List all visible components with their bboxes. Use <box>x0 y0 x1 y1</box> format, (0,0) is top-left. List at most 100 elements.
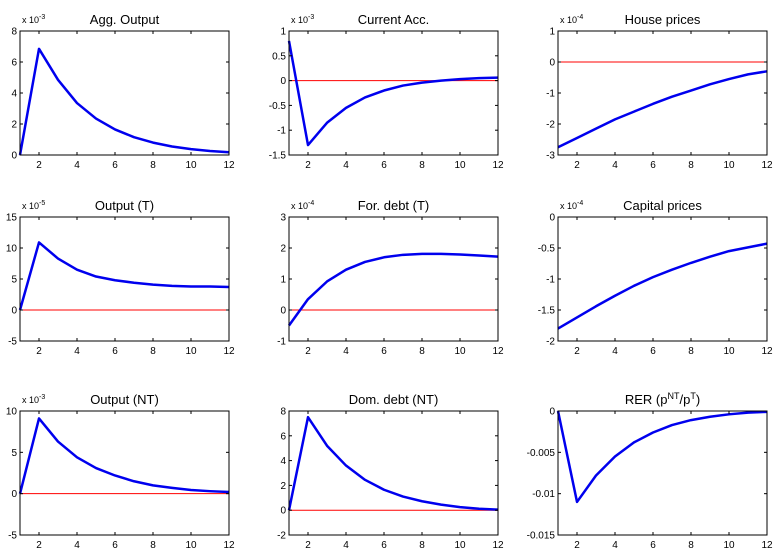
title-text-mid: /p <box>679 392 690 407</box>
x-tick-label: 12 <box>223 540 235 551</box>
x-tick-label: 4 <box>343 540 349 551</box>
y-tick-label: -1.5 <box>538 306 556 317</box>
x-tick-label: 2 <box>36 540 42 551</box>
x-tick-label: 6 <box>650 160 656 171</box>
axes-box <box>288 410 499 536</box>
y-tick-label: 8 <box>11 27 17 38</box>
x-tick-label: 4 <box>612 540 618 551</box>
title-text: Current Acc. <box>358 12 430 27</box>
title-text-end: ) <box>696 392 700 407</box>
axis-multiplier: x 10-3 <box>22 14 45 25</box>
title-text: For. debt (T) <box>358 198 430 213</box>
x-tick-label: 8 <box>688 160 694 171</box>
y-tick-label: -2 <box>546 337 555 348</box>
y-tick-label: -1 <box>277 337 286 348</box>
series-line <box>18 241 230 311</box>
y-tick-label: -5 <box>8 337 17 348</box>
subplot-7: Output (NT) x 10-3 2 4 6 8 10 12 -5 0 5 10 <box>6 392 235 551</box>
subplot-title: Current Acc. <box>358 12 430 27</box>
axes-box <box>288 30 499 156</box>
y-tick-label: 0 <box>549 213 555 224</box>
subplot-8: Dom. debt (NT) 2 4 6 8 10 12 -2 0 2 4 6 8 <box>277 392 504 551</box>
title-text: Capital prices <box>623 198 702 213</box>
x-tick-label: 2 <box>574 346 580 357</box>
x-tick-label: 10 <box>454 540 466 551</box>
multiplier-exponent: -3 <box>308 14 314 21</box>
x-tick-label: 4 <box>74 540 80 551</box>
y-tick-label: 5 <box>11 275 17 286</box>
y-tick-label: -1 <box>546 275 555 286</box>
multiplier-exponent: -3 <box>39 14 45 21</box>
x-tick-label: 6 <box>112 160 118 171</box>
y-tick-label: 1 <box>280 27 286 38</box>
multiplier-exponent: -4 <box>577 200 583 207</box>
x-tick-label: 6 <box>112 346 118 357</box>
x-tick-label: 2 <box>574 160 580 171</box>
x-tick-label: 8 <box>419 346 425 357</box>
axis-multiplier: x 10-4 <box>560 14 583 25</box>
x-tick-label: 4 <box>612 160 618 171</box>
x-tick-label: 8 <box>150 540 156 551</box>
y-tick-label: 5 <box>11 448 17 459</box>
series-line <box>18 417 230 494</box>
y-tick-label: -0.005 <box>527 448 556 459</box>
x-tick-label: 12 <box>223 346 235 357</box>
y-tick-label: -0.015 <box>527 531 556 542</box>
series-line <box>556 410 768 504</box>
axis-multiplier: x 10-3 <box>291 14 314 25</box>
axes-box <box>288 216 499 342</box>
multiplier-exponent: -3 <box>39 394 45 401</box>
x-tick-label: 4 <box>74 346 80 357</box>
title-text: Agg. Output <box>90 12 160 27</box>
y-tick-label: 0 <box>549 58 555 69</box>
x-tick-label: 12 <box>492 160 504 171</box>
multiplier-base: x 10 <box>291 201 308 211</box>
subplot-title: Output (NT) <box>90 392 159 407</box>
x-tick-label: 2 <box>36 346 42 357</box>
multiplier-base: x 10 <box>560 15 577 25</box>
y-tick-label: 0.5 <box>272 51 286 62</box>
series-line <box>557 70 768 149</box>
subplot-title: For. debt (T) <box>358 198 430 213</box>
y-tick-label: 2 <box>11 120 17 131</box>
x-tick-label: 10 <box>454 346 466 357</box>
subplot-title: House prices <box>625 12 701 27</box>
x-tick-label: 2 <box>574 540 580 551</box>
y-tick-label: 0 <box>280 306 286 317</box>
y-tick-label: 0 <box>549 407 555 418</box>
axis-multiplier: x 10-4 <box>560 200 583 211</box>
y-tick-label: -1 <box>277 126 286 137</box>
x-tick-label: 6 <box>381 346 387 357</box>
x-tick-label: 6 <box>112 540 118 551</box>
x-tick-label: 10 <box>185 540 197 551</box>
multiplier-base: x 10 <box>291 15 308 25</box>
x-tick-label: 10 <box>185 346 197 357</box>
axis-multiplier: x 10-4 <box>291 200 314 211</box>
x-tick-label: 10 <box>454 160 466 171</box>
x-tick-label: 2 <box>305 160 311 171</box>
y-tick-label: 4 <box>11 89 17 100</box>
title-text: RER (p <box>625 392 668 407</box>
multiplier-exponent: -5 <box>39 200 45 207</box>
series-line <box>287 252 499 327</box>
y-tick-label: 6 <box>280 431 286 442</box>
title-text: Dom. debt (NT) <box>349 392 439 407</box>
y-tick-label: 10 <box>6 244 18 255</box>
x-tick-label: 6 <box>650 540 656 551</box>
multiplier-base: x 10 <box>22 395 39 405</box>
multiplier-exponent: -4 <box>308 200 314 207</box>
title-text: Output (T) <box>95 198 154 213</box>
x-tick-label: 8 <box>688 540 694 551</box>
y-tick-label: 2 <box>280 481 286 492</box>
x-tick-label: 2 <box>305 346 311 357</box>
x-tick-label: 2 <box>36 160 42 171</box>
x-tick-label: 12 <box>761 540 773 551</box>
y-tick-label: -0.5 <box>538 244 556 255</box>
y-tick-label: 2 <box>280 244 286 255</box>
subplot-title: Agg. Output <box>90 12 160 27</box>
subplot-9: RER (pNT/pT) 2 4 6 8 10 12 -0.015 -0.01 -0.005 0 <box>527 391 773 551</box>
subplot-3: House prices x 10-4 2 4 6 8 10 12 -3 -2 -1 0 1 <box>546 12 773 171</box>
x-tick-label: 10 <box>723 540 735 551</box>
y-tick-label: -1.5 <box>269 151 287 162</box>
